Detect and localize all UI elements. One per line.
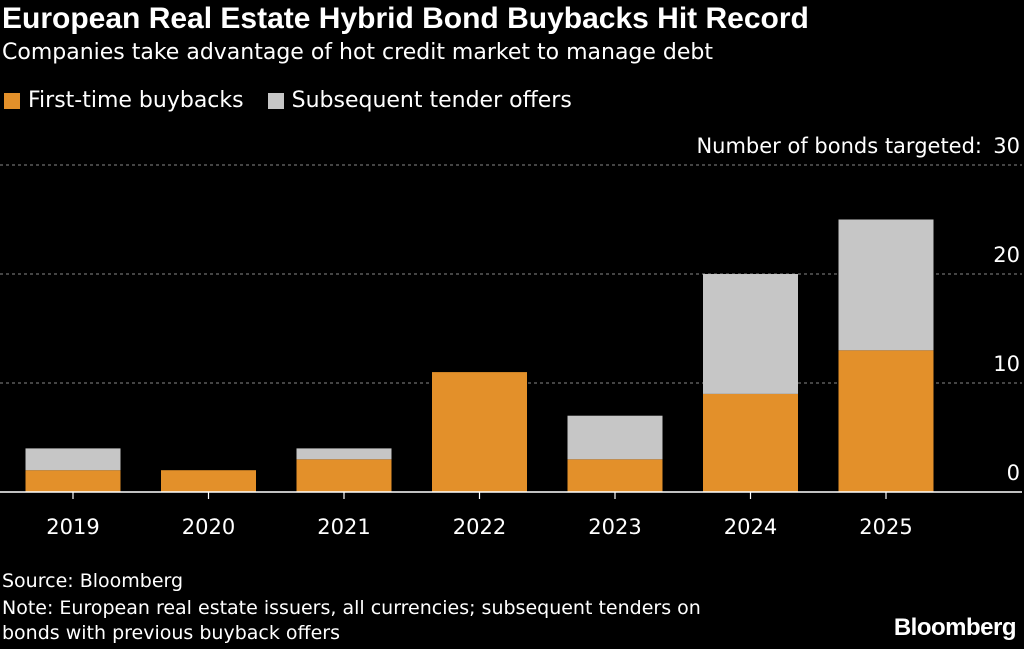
bar-first-2021	[296, 459, 392, 492]
legend-swatch-first	[4, 92, 20, 109]
y-tick-label-20: 20	[993, 243, 1020, 267]
note-line-2: bonds with previous buyback offers	[2, 622, 341, 644]
x-tick-label-2021: 2021	[317, 515, 370, 539]
x-tick-label-2024: 2024	[724, 515, 777, 539]
bar-first-2025	[838, 350, 934, 492]
y-tick-label-0: 0	[1007, 461, 1020, 485]
bar-subsequent-2021	[296, 448, 392, 460]
bar-first-2024	[703, 393, 798, 492]
y-axis-label: Number of bonds targeted:	[696, 134, 982, 158]
source-text: Source: Bloomberg	[2, 570, 184, 592]
x-tick-label-2022: 2022	[453, 515, 506, 539]
y-tick-label-30: 30	[993, 134, 1020, 158]
legend-swatch-subsequent	[267, 92, 284, 109]
bar-first-2022	[432, 372, 527, 492]
x-tick-label-2023: 2023	[588, 515, 641, 539]
chart-subtitle: Companies take advantage of hot credit m…	[2, 40, 714, 65]
bar-first-2023	[567, 459, 663, 492]
legend-item-first: First-time buybacks	[4, 88, 244, 113]
bloomberg-logo: Bloomberg	[893, 614, 1017, 641]
y-tick-label-10: 10	[993, 352, 1020, 376]
bar-subsequent-2019	[25, 448, 121, 471]
legend: First-time buybacks Subsequent tender of…	[4, 88, 596, 113]
legend-item-subsequent: Subsequent tender offers	[267, 88, 572, 113]
bar-subsequent-2025	[838, 219, 934, 351]
legend-label-subsequent: Subsequent tender offers	[291, 88, 572, 113]
legend-label-first: First-time buybacks	[28, 88, 244, 113]
x-tick-label-2025: 2025	[859, 515, 912, 539]
note-line-1: Note: European real estate issuers, all …	[2, 597, 701, 619]
bar-subsequent-2024	[703, 274, 798, 394]
bar-subsequent-2023	[567, 415, 663, 460]
chart-title: European Real Estate Hybrid Bond Buyback…	[2, 2, 809, 35]
bar-first-2020	[161, 470, 256, 492]
x-tick-label-2020: 2020	[182, 515, 235, 539]
bar-first-2019	[25, 470, 121, 492]
x-tick-label-2019: 2019	[46, 515, 99, 539]
